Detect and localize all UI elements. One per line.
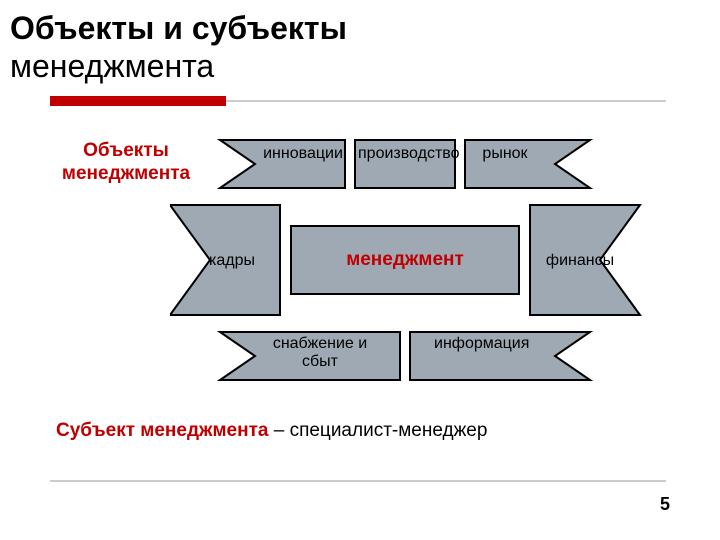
node-label-market: рынок [470,145,540,163]
accent-bar [50,96,226,106]
divider-bottom [50,480,666,482]
node-label-fin: финансы [540,252,620,270]
divider-top [226,100,666,102]
node-label-prod: производство [358,145,454,163]
title-line1: Объекты и субъекты [10,10,347,47]
subject-red: Субъект менеджмента [56,420,268,441]
subject-rest: – специалист-менеджер [268,420,487,441]
node-label-info: информация [434,335,514,353]
page-number: 5 [660,494,670,515]
title-line2: менеджмента [10,48,214,85]
diagram-container: менеджмент инновации производство рынок кад… [170,130,650,390]
subject-line: Субъект менеджмента – специалист-менедже… [56,420,487,442]
node-label-supply: снабжение и сбыт [265,335,375,370]
center-label: менеджмент [346,249,464,271]
node-label-staff: кадры [202,252,262,270]
node-label-innov: инновации [258,145,348,163]
center-node: менеджмент [290,225,520,295]
